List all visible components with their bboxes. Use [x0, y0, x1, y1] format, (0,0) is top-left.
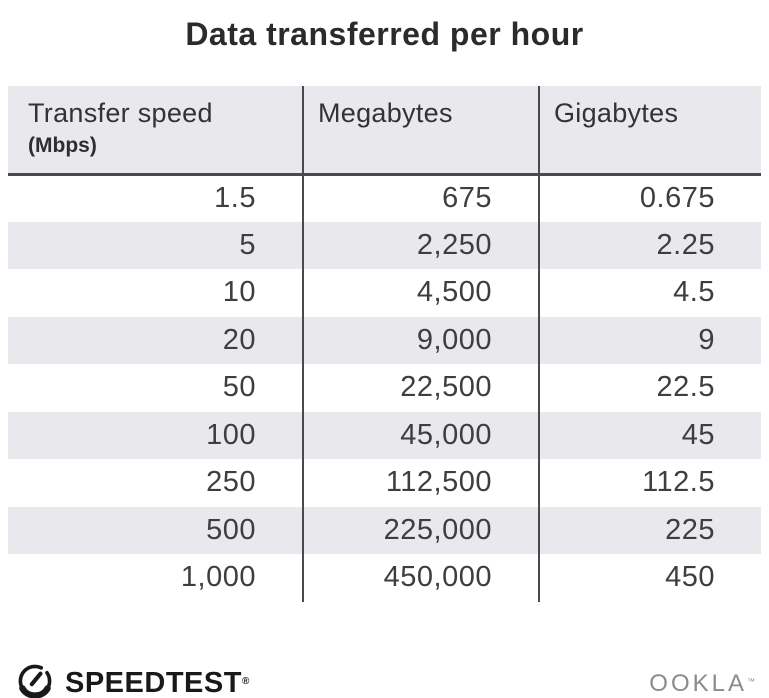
column-header-gigabytes: Gigabytes [538, 86, 761, 176]
cell-transfer-speed: 5 [8, 221, 303, 269]
cell-megabytes: 45,000 [302, 411, 539, 459]
cell-megabytes: 675 [302, 174, 539, 222]
column-label: Transfer speed [28, 98, 213, 128]
cell-gigabytes: 4.5 [538, 269, 761, 317]
table-row: 50 22,500 22.5 [8, 364, 761, 412]
cell-gigabytes: 450 [538, 554, 761, 602]
column-header-transfer-speed: Transfer speed (Mbps) [8, 86, 303, 176]
ookla-label: OOKLA [649, 669, 747, 697]
table-body: 1.5 675 0.675 5 2,250 2.25 10 4,500 4.5 … [8, 174, 761, 602]
cell-transfer-speed: 20 [8, 316, 303, 364]
table-row: 1.5 675 0.675 [8, 174, 761, 222]
cell-transfer-speed: 10 [8, 269, 303, 317]
cell-transfer-speed: 50 [8, 364, 303, 412]
cell-transfer-speed: 1.5 [8, 174, 303, 222]
speedtest-gauge-icon [15, 661, 55, 698]
table-row: 250 112,500 112.5 [8, 459, 761, 507]
cell-megabytes: 225,000 [302, 506, 539, 554]
cell-gigabytes: 22.5 [538, 364, 761, 412]
table-row: 20 9,000 9 [8, 316, 761, 364]
trademark-mark: ™ [747, 676, 755, 686]
header-row: Transfer speed (Mbps) Megabytes Gigabyte… [8, 86, 761, 176]
table-row: 5 2,250 2.25 [8, 221, 761, 269]
cell-gigabytes: 0.675 [538, 174, 761, 222]
cell-transfer-speed: 1,000 [8, 554, 303, 602]
column-header-megabytes: Megabytes [302, 86, 539, 176]
cell-megabytes: 22,500 [302, 364, 539, 412]
cell-gigabytes: 112.5 [538, 459, 761, 507]
speedtest-label: SPEEDTEST [65, 667, 242, 698]
speedtest-wordmark: SPEEDTEST® [65, 667, 250, 698]
speedtest-logo: SPEEDTEST® [15, 661, 250, 698]
table-header: Transfer speed (Mbps) Megabytes Gigabyte… [8, 86, 761, 176]
cell-megabytes: 4,500 [302, 269, 539, 317]
cell-megabytes: 112,500 [302, 459, 539, 507]
cell-gigabytes: 9 [538, 316, 761, 364]
footer: SPEEDTEST® OOKLA™ [15, 661, 755, 698]
page-title: Data transferred per hour [185, 16, 584, 52]
table-row: 10 4,500 4.5 [8, 269, 761, 317]
cell-gigabytes: 2.25 [538, 221, 761, 269]
table-row: 500 225,000 225 [8, 506, 761, 554]
cell-megabytes: 9,000 [302, 316, 539, 364]
cell-megabytes: 2,250 [302, 221, 539, 269]
data-table: Transfer speed (Mbps) Megabytes Gigabyte… [8, 86, 761, 602]
ookla-logo: OOKLA™ [649, 670, 755, 698]
table-row: 100 45,000 45 [8, 411, 761, 459]
cell-gigabytes: 45 [538, 411, 761, 459]
registered-mark: ® [241, 676, 250, 687]
cell-megabytes: 450,000 [302, 554, 539, 602]
column-unit-label: (Mbps) [28, 134, 97, 157]
cell-transfer-speed: 100 [8, 411, 303, 459]
cell-gigabytes: 225 [538, 506, 761, 554]
table-row: 1,000 450,000 450 [8, 554, 761, 602]
column-label: Megabytes [318, 98, 453, 128]
column-label: Gigabytes [554, 98, 679, 128]
cell-transfer-speed: 500 [8, 506, 303, 554]
cell-transfer-speed: 250 [8, 459, 303, 507]
